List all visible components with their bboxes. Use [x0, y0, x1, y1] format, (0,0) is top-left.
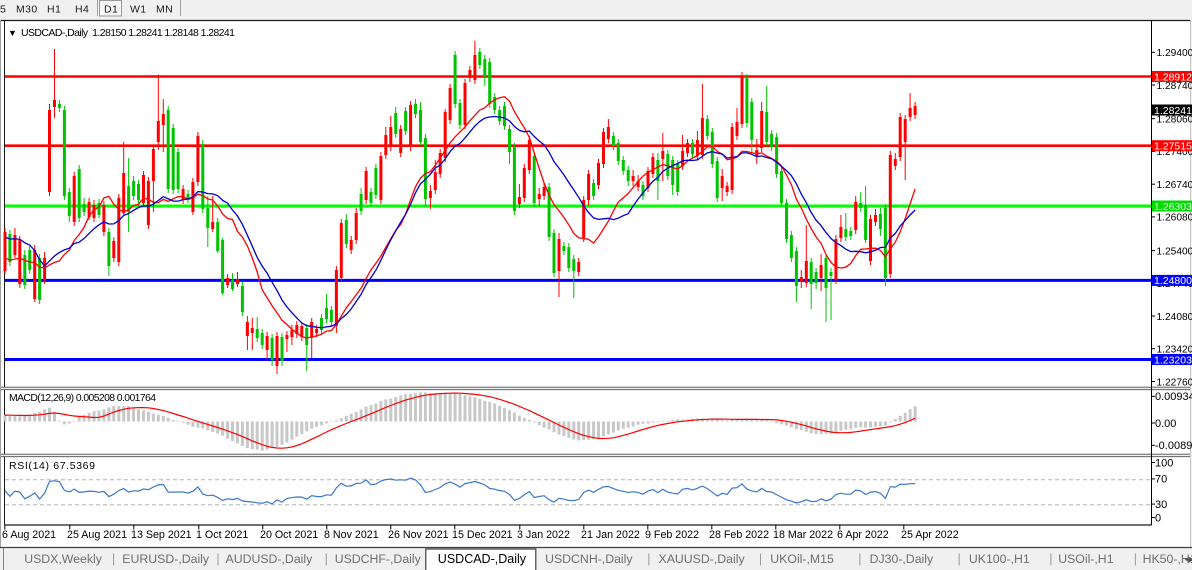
svg-text:-0.008906: -0.008906	[1155, 440, 1192, 452]
svg-text:|: |	[759, 552, 762, 566]
svg-text:1.26080: 1.26080	[1157, 213, 1192, 224]
svg-text:18 Mar 2022: 18 Mar 2022	[773, 529, 833, 541]
svg-text:USDCAD-,Daily: USDCAD-,Daily	[438, 552, 527, 566]
svg-text:▶: ▶	[1189, 557, 1192, 564]
svg-text:6 Apr 2022: 6 Apr 2022	[837, 529, 889, 541]
svg-text:|: |	[325, 552, 328, 566]
svg-text:1.29400: 1.29400	[1157, 48, 1192, 59]
svg-text:1.28060: 1.28060	[1157, 115, 1192, 126]
svg-text:◀: ◀	[1185, 557, 1191, 564]
svg-text:25 Aug 2021: 25 Aug 2021	[67, 529, 127, 541]
svg-text:USDCAD-,Daily 1.28150 1.28241: USDCAD-,Daily 1.28150 1.28241 1.28148 1.…	[21, 27, 235, 39]
svg-text:AUDUSD-,Daily: AUDUSD-,Daily	[226, 552, 314, 566]
svg-text:1.24080: 1.24080	[1157, 312, 1192, 323]
svg-text:MN: MN	[156, 4, 173, 16]
svg-text:1.27515: 1.27515	[1154, 141, 1192, 153]
svg-text:1.24800: 1.24800	[1154, 275, 1192, 287]
svg-text:100: 100	[1155, 457, 1173, 469]
svg-text:0: 0	[1155, 512, 1161, 524]
svg-text:MACD(12,26,9) 0.005208 0.00176: MACD(12,26,9) 0.005208 0.001764	[9, 393, 156, 404]
svg-text:20 Oct 2021: 20 Oct 2021	[260, 529, 318, 541]
svg-text:W1: W1	[130, 4, 147, 16]
svg-text:USDCHF-,Daily: USDCHF-,Daily	[335, 552, 422, 566]
svg-text:D1: D1	[104, 4, 118, 16]
svg-text:3 Jan 2022: 3 Jan 2022	[517, 529, 570, 541]
svg-text:1.23420: 1.23420	[1157, 345, 1192, 356]
svg-text:0.00: 0.00	[1155, 418, 1176, 430]
svg-text:|: |	[112, 552, 115, 566]
svg-text:|: |	[1134, 552, 1137, 566]
svg-text:UKOil-,M15: UKOil-,M15	[770, 552, 834, 566]
svg-text:1.23203: 1.23203	[1154, 354, 1192, 366]
svg-text:RSI(14) 67.5369: RSI(14) 67.5369	[9, 460, 95, 472]
svg-text:25 Apr 2022: 25 Apr 2022	[901, 529, 959, 541]
svg-text:USDCNH-,Daily: USDCNH-,Daily	[545, 552, 633, 566]
svg-text:1.28912: 1.28912	[1154, 71, 1192, 83]
svg-text:0.009345: 0.009345	[1155, 391, 1192, 403]
svg-text:HK50-,H1: HK50-,H1	[1143, 552, 1192, 566]
svg-text:|: |	[958, 552, 961, 566]
svg-text:▼: ▼	[8, 28, 17, 38]
svg-text:1.25400: 1.25400	[1157, 246, 1192, 257]
svg-text:15 Dec 2021: 15 Dec 2021	[452, 529, 513, 541]
svg-text:8 Nov 2021: 8 Nov 2021	[324, 529, 379, 541]
svg-text:|: |	[1049, 552, 1052, 566]
svg-text:1 Oct 2021: 1 Oct 2021	[196, 529, 248, 541]
svg-text:M30: M30	[16, 4, 38, 16]
svg-text:1.26303: 1.26303	[1154, 201, 1192, 213]
svg-text:H1: H1	[47, 4, 61, 16]
svg-text:USDX,Weekly: USDX,Weekly	[24, 552, 103, 566]
svg-text:70: 70	[1155, 474, 1167, 486]
svg-text:H4: H4	[75, 4, 89, 16]
svg-text:30: 30	[1155, 499, 1167, 511]
svg-text:13 Sep 2021: 13 Sep 2021	[131, 529, 192, 541]
svg-text:26 Nov 2021: 26 Nov 2021	[388, 529, 449, 541]
svg-text:28 Feb 2022: 28 Feb 2022	[709, 529, 769, 541]
svg-text:1.28740: 1.28740	[1157, 81, 1192, 92]
svg-text:XAUUSD-,Daily: XAUUSD-,Daily	[659, 552, 746, 566]
svg-text:USOil-,H1: USOil-,H1	[1058, 552, 1114, 566]
svg-text:|: |	[216, 552, 219, 566]
svg-text:EURUSD-,Daily: EURUSD-,Daily	[122, 552, 210, 566]
svg-text:|: |	[647, 552, 650, 566]
svg-text:21 Jan 2022: 21 Jan 2022	[581, 529, 640, 541]
svg-text:|: |	[858, 552, 861, 566]
svg-text:9 Feb 2022: 9 Feb 2022	[645, 529, 699, 541]
svg-text:6 Aug 2021: 6 Aug 2021	[2, 529, 56, 541]
svg-text:1.27400: 1.27400	[1157, 147, 1192, 158]
svg-text:1.26740: 1.26740	[1157, 180, 1192, 191]
svg-text:1.22760: 1.22760	[1157, 377, 1192, 388]
svg-text:5: 5	[0, 4, 6, 16]
svg-text:UK100-,H1: UK100-,H1	[969, 552, 1030, 566]
svg-text:1.28241: 1.28241	[1154, 105, 1192, 117]
svg-text:DJ30-,Daily: DJ30-,Daily	[870, 552, 934, 566]
